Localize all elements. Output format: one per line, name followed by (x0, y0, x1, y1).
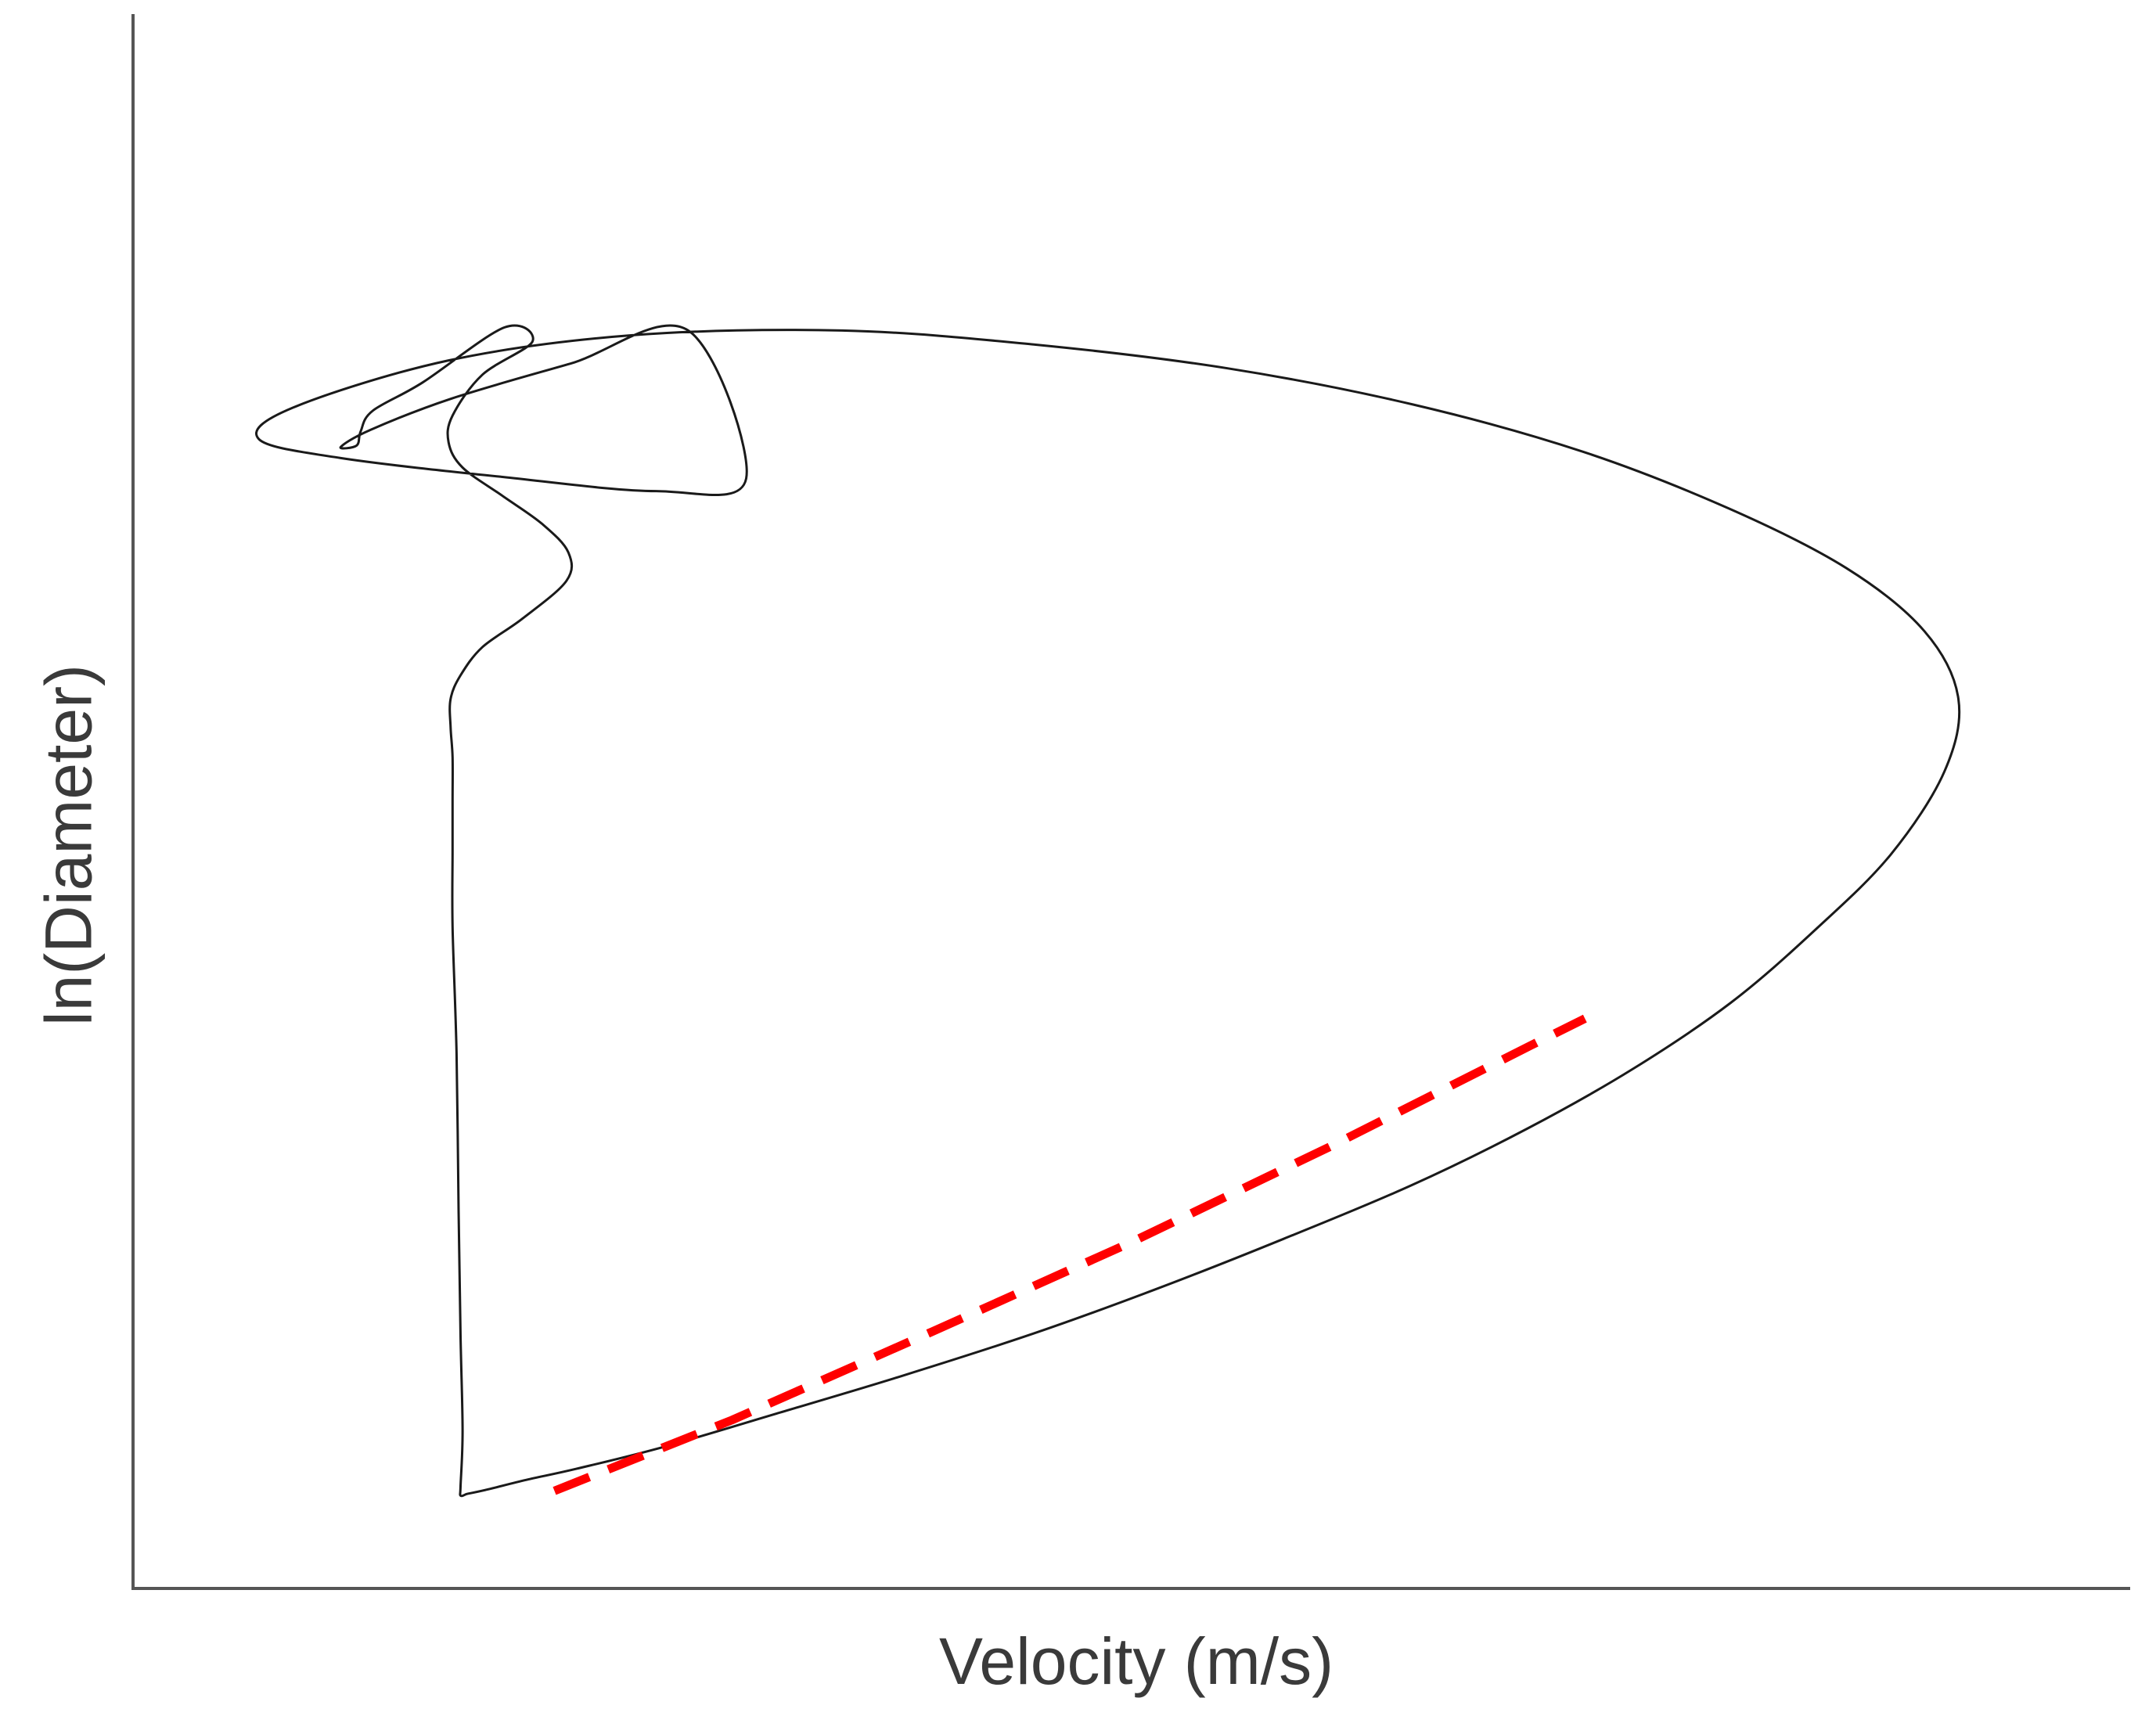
y-axis-title: ln(Diameter) (31, 664, 106, 1027)
x-axis-title: Velocity (m/s) (938, 1624, 1334, 1698)
series-layer (255, 324, 1961, 1498)
fit-line-dashed (552, 1014, 1587, 1495)
trajectory-curve (255, 324, 1961, 1498)
